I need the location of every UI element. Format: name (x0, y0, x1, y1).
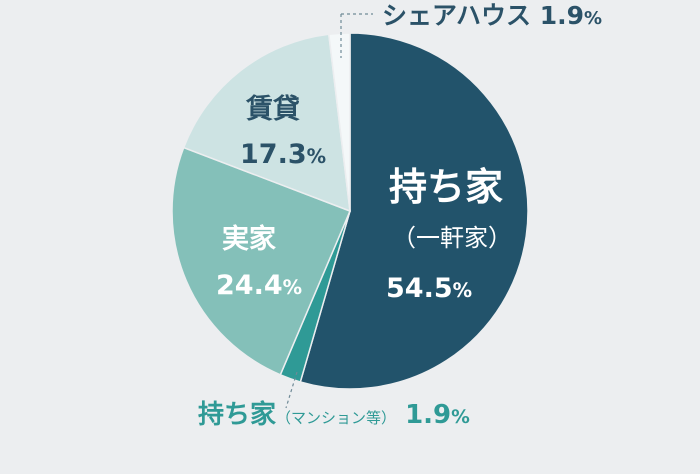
pie-slices (171, 32, 529, 390)
shareh-value-number: 1.9 (539, 1, 585, 30)
mansion-name: 持ち家 (198, 400, 277, 430)
slice-label-mansion: 持ち家（マンション等） 1.9% (198, 402, 470, 428)
slice-shareh (327, 32, 351, 212)
rent-value-number: 17.3 (240, 139, 307, 170)
slice-house (299, 32, 529, 390)
mansion-value-number: 1.9 (405, 400, 452, 430)
shareh-value-unit: % (584, 8, 603, 29)
slice-label-house-name: 持ち家 (389, 165, 504, 209)
shareh-name: シェアハウス (382, 1, 532, 30)
slice-label-shareh: シェアハウス 1.9% (382, 3, 602, 28)
slice-label-jikka-value: 24.4% (216, 272, 302, 299)
slice-label-house-value: 54.5% (386, 275, 472, 302)
slice-rent (182, 33, 351, 213)
slice-label-jikka-name: 実家 (222, 224, 276, 255)
mansion-value-unit: % (451, 407, 470, 428)
slice-label-rent-name: 賃貸 (246, 94, 300, 125)
house-value-number: 54.5 (386, 273, 453, 304)
slice-label-rent-value: 17.3% (240, 141, 326, 168)
slice-jikka (171, 146, 351, 376)
house-value-unit: % (452, 279, 473, 302)
rent-value-unit: % (306, 145, 327, 168)
mansion-sub: （マンション等） (276, 409, 397, 427)
jikka-value-unit: % (282, 276, 303, 299)
jikka-value-number: 24.4 (216, 270, 283, 301)
slice-label-house-sub: （一軒家） (392, 224, 512, 252)
leader-line-mansion (285, 371, 298, 409)
